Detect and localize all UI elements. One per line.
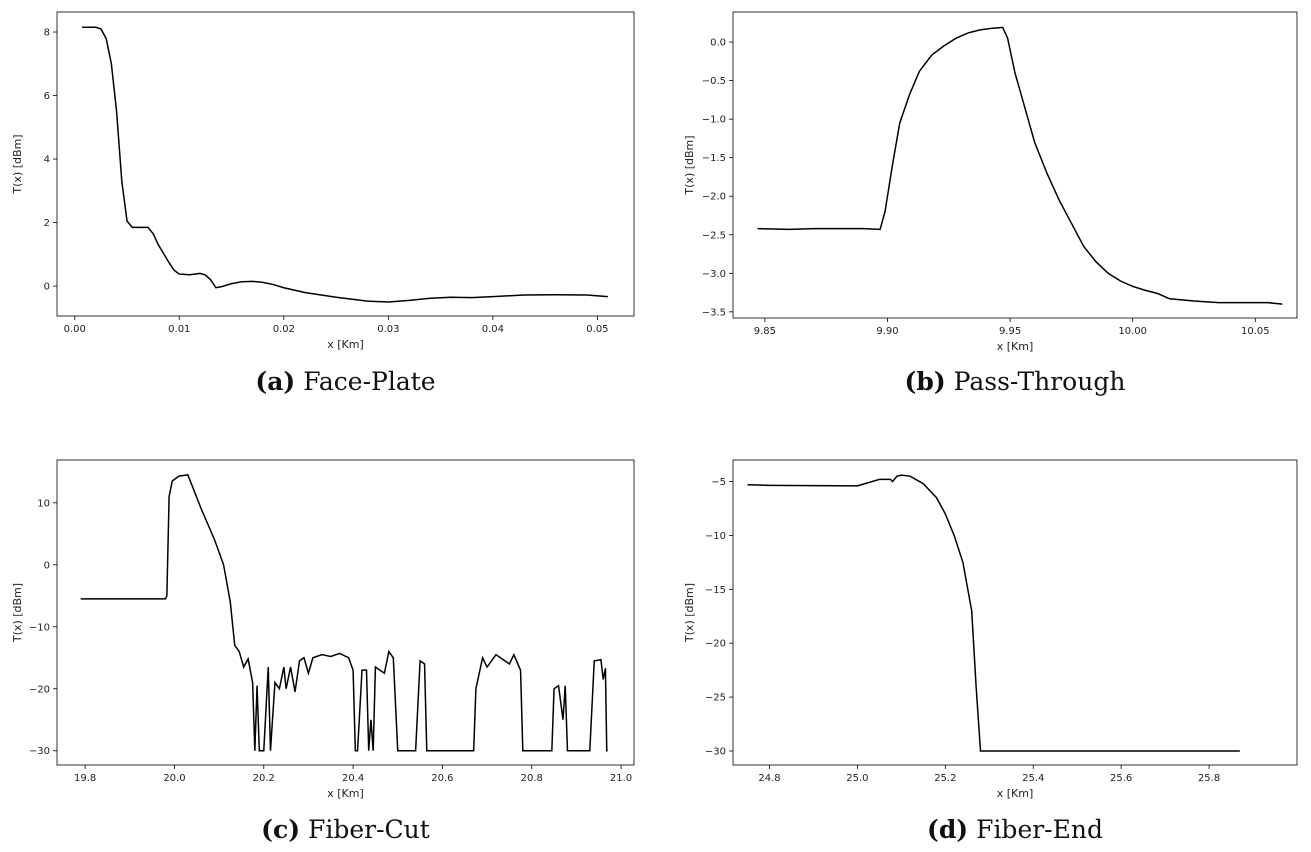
x-tick-label: 20.0 bbox=[163, 773, 185, 784]
x-tick-label: 20.8 bbox=[521, 773, 543, 784]
x-axis-label: x [Km] bbox=[327, 338, 364, 351]
y-tick-label: 8 bbox=[44, 28, 50, 39]
data-line bbox=[80, 474, 608, 752]
y-tick-label: −2.0 bbox=[702, 192, 726, 203]
caption: (b) Pass-Through bbox=[905, 367, 1126, 396]
caption-text: Fiber-Cut bbox=[308, 815, 430, 844]
caption-label: (a) bbox=[255, 367, 295, 396]
caption-label: (c) bbox=[261, 815, 300, 844]
x-tick-label: 9.95 bbox=[999, 326, 1021, 337]
axes-frame bbox=[732, 459, 1298, 766]
x-tick-label: 9.85 bbox=[754, 326, 776, 337]
y-tick-label: 10 bbox=[37, 498, 50, 509]
y-tick-label: −30 bbox=[29, 746, 50, 757]
y-tick-label: −10 bbox=[29, 622, 50, 633]
y-tick-label: −30 bbox=[705, 746, 726, 757]
y-axis-label: T(x) [dBm] bbox=[11, 134, 24, 194]
y-tick-label: 2 bbox=[44, 218, 50, 229]
x-tick-label: 25.2 bbox=[934, 773, 956, 784]
subplot: 24.8 25.0 25.2 25.4 25.6 25.8 −5 −10 −15 −20 −25 −3… bbox=[683, 459, 1298, 844]
y-tick-label: −5 bbox=[711, 477, 726, 488]
y-tick-label: −0.5 bbox=[702, 76, 726, 87]
caption-text: Pass-Through bbox=[954, 367, 1126, 396]
x-tick-label: 10.00 bbox=[1118, 326, 1147, 337]
y-tick-label: 0 bbox=[44, 560, 50, 571]
subplot: 19.8 20.0 20.2 20.4 20.6 20.8 21.0 10 0 −10 −20 −30… bbox=[11, 459, 635, 844]
caption: (d) Fiber-End bbox=[927, 815, 1103, 844]
x-tick-label: 24.8 bbox=[758, 773, 780, 784]
y-tick-label: −2.5 bbox=[702, 230, 726, 241]
caption: (a) Face-Plate bbox=[255, 367, 435, 396]
y-tick-label: −1.5 bbox=[702, 153, 726, 164]
caption-label: (d) bbox=[927, 815, 968, 844]
plot-area bbox=[82, 26, 608, 303]
plot-area bbox=[757, 26, 1283, 305]
x-tick-label: 19.8 bbox=[74, 773, 96, 784]
x-tick-label: 25.0 bbox=[846, 773, 868, 784]
y-tick-label: −15 bbox=[705, 585, 726, 596]
y-axis-label: T(x) [dBm] bbox=[683, 135, 696, 195]
y-tick-label: −10 bbox=[705, 531, 726, 542]
x-tick-label: 20.6 bbox=[431, 773, 453, 784]
y-tick-label: 0.0 bbox=[710, 38, 726, 49]
y-tick-label: −20 bbox=[29, 684, 50, 695]
y-axis-label: T(x) [dBm] bbox=[11, 583, 24, 643]
y-tick-label: −3.0 bbox=[702, 269, 726, 280]
x-tick-label: 0.00 bbox=[64, 324, 86, 335]
x-tick-label: 0.03 bbox=[377, 324, 399, 335]
plot-area bbox=[80, 474, 608, 752]
caption-label: (b) bbox=[905, 367, 946, 396]
x-tick-label: 0.04 bbox=[482, 324, 504, 335]
x-tick-label: 10.05 bbox=[1241, 326, 1270, 337]
data-line bbox=[747, 474, 1240, 752]
y-tick-label: 0 bbox=[44, 282, 50, 293]
x-tick-label: 20.2 bbox=[253, 773, 275, 784]
x-tick-label: 9.90 bbox=[876, 326, 898, 337]
caption-text: Face-Plate bbox=[303, 367, 435, 396]
data-line bbox=[757, 26, 1283, 305]
subplot: 0.00 0.01 0.02 0.03 0.04 0.05 0 2 4 6 8 x [Km] T(x) … bbox=[11, 11, 635, 396]
data-line bbox=[82, 26, 608, 303]
y-tick-label: −1.0 bbox=[702, 115, 726, 126]
caption-text: Fiber-End bbox=[976, 815, 1103, 844]
y-tick-label: −20 bbox=[705, 639, 726, 650]
caption: (c) Fiber-Cut bbox=[261, 815, 430, 844]
x-tick-label: 25.4 bbox=[1022, 773, 1044, 784]
subplot: 9.85 9.90 9.95 10.00 10.05 0.0 −0.5 −1.0 −1.5 −2.… bbox=[683, 11, 1298, 396]
x-axis-label: x [Km] bbox=[997, 787, 1034, 800]
y-tick-label: −3.5 bbox=[702, 307, 726, 318]
x-tick-label: 0.05 bbox=[586, 324, 608, 335]
axes-frame bbox=[56, 11, 635, 317]
y-axis-label: T(x) [dBm] bbox=[683, 583, 696, 643]
axes-frame bbox=[56, 459, 635, 766]
y-tick-label: −25 bbox=[705, 693, 726, 704]
x-tick-label: 21.0 bbox=[610, 773, 632, 784]
x-tick-label: 0.01 bbox=[168, 324, 190, 335]
x-tick-label: 20.4 bbox=[342, 773, 364, 784]
plot-area bbox=[747, 474, 1240, 752]
y-tick-label: 6 bbox=[44, 91, 50, 102]
x-tick-label: 25.6 bbox=[1110, 773, 1132, 784]
y-tick-label: 4 bbox=[44, 155, 50, 166]
x-axis-label: x [Km] bbox=[327, 787, 364, 800]
x-axis-label: x [Km] bbox=[997, 340, 1034, 353]
x-tick-label: 0.02 bbox=[273, 324, 295, 335]
x-tick-label: 25.8 bbox=[1198, 773, 1220, 784]
axes-frame bbox=[732, 11, 1298, 319]
